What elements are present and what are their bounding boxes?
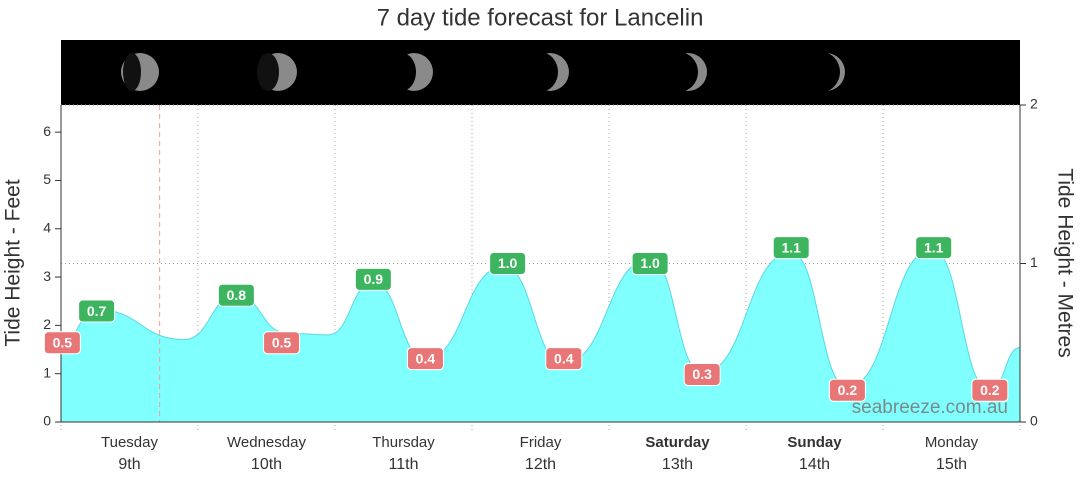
tide-value-label: 1.0: [498, 255, 518, 271]
day-label: Friday: [520, 434, 562, 451]
low-tide-badge: [828, 378, 866, 402]
tide-value-label: 0.4: [416, 350, 436, 366]
y-tick-label: 5: [43, 171, 51, 187]
date-label: 14th: [799, 456, 830, 473]
high-tide-badge: [915, 236, 953, 260]
y-tick-label: 2: [43, 316, 51, 332]
tide-value-label: 1.1: [924, 239, 944, 255]
y2-tick-label: 1: [1030, 254, 1038, 270]
moon-phases: [121, 51, 845, 93]
day-label: Thursday: [372, 434, 435, 451]
day-label: Wednesday: [227, 434, 306, 451]
high-tide-badge: [772, 236, 810, 260]
tide-value-label: 0.2: [838, 382, 858, 398]
date-label: 15th: [936, 456, 967, 473]
y2-tick-label: 0: [1030, 413, 1038, 429]
date-label: 12th: [525, 456, 556, 473]
tide-value-label: 0.7: [87, 303, 107, 319]
low-tide-badge: [545, 347, 583, 371]
low-tide-badge: [683, 362, 721, 386]
low-tide-badge: [43, 331, 81, 355]
y2-axis-label: Tide Height - Metres: [1053, 168, 1076, 357]
low-tide-badge: [406, 347, 444, 371]
tide-value-label: 0.4: [554, 350, 574, 366]
date-label: 9th: [118, 456, 140, 473]
high-tide-badge: [631, 252, 669, 275]
tide-value-label: 0.8: [227, 287, 247, 303]
high-tide-badge: [354, 267, 392, 291]
day-label: Monday: [925, 434, 979, 451]
y-axis-label: Tide Height - Feet: [2, 179, 25, 346]
tide-value-label: 1.0: [640, 255, 660, 271]
date-label: 13th: [662, 456, 693, 473]
y-tick-label: 0: [43, 413, 51, 429]
y-tick-label: 1: [43, 364, 51, 380]
watermark: seabreeze.com.au: [852, 397, 1008, 418]
chart-title: 7 day tide forecast for Lancelin: [377, 4, 704, 31]
high-tide-badge: [489, 252, 527, 275]
tide-value-label: 0.9: [364, 271, 384, 287]
date-label: 10th: [251, 456, 282, 473]
tide-value-label: 0.5: [272, 334, 292, 350]
y2-tick-label: 2: [1030, 96, 1038, 112]
low-tide-badge: [263, 331, 301, 355]
day-label: Sunday: [787, 434, 842, 451]
date-label: 11th: [389, 456, 419, 473]
high-tide-badge: [217, 283, 255, 307]
day-label: Tuesday: [101, 434, 158, 451]
low-tide-badge: [971, 378, 1009, 402]
high-tide-badge: [78, 299, 116, 323]
y-tick-label: 3: [43, 268, 51, 284]
tide-value-label: 1.1: [781, 239, 801, 255]
tide-value-label: 0.5: [53, 334, 73, 350]
day-label: Saturday: [645, 434, 710, 451]
y-tick-label: 4: [43, 219, 51, 235]
tide-value-label: 0.2: [980, 382, 1000, 398]
y-tick-label: 6: [43, 123, 51, 139]
tide-value-label: 0.3: [692, 366, 712, 382]
